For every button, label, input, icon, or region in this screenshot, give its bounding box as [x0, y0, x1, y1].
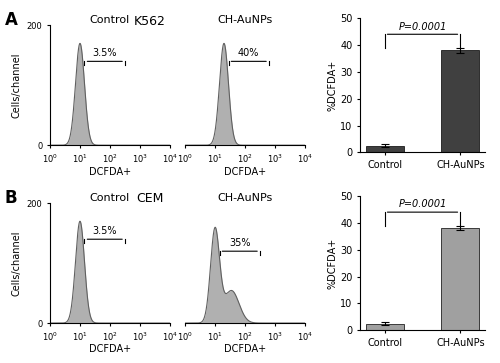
Y-axis label: Cells/channel: Cells/channel: [11, 53, 21, 118]
Bar: [366, 146, 404, 152]
Text: B: B: [5, 189, 18, 207]
Text: K562: K562: [134, 15, 166, 28]
Y-axis label: Cells/channel: Cells/channel: [11, 231, 21, 296]
Y-axis label: %DCFDA+: %DCFDA+: [327, 237, 337, 289]
X-axis label: DCFDA+: DCFDA+: [224, 344, 266, 355]
Title: Control: Control: [90, 192, 130, 203]
Y-axis label: %DCFDA+: %DCFDA+: [327, 60, 337, 111]
X-axis label: DCFDA+: DCFDA+: [89, 344, 131, 355]
Text: A: A: [5, 11, 18, 29]
Bar: [366, 324, 404, 330]
Text: 35%: 35%: [229, 238, 250, 248]
Text: 3.5%: 3.5%: [92, 226, 117, 236]
X-axis label: DCFDA+: DCFDA+: [224, 167, 266, 177]
Text: 40%: 40%: [238, 48, 260, 58]
Title: Control: Control: [90, 15, 130, 25]
Text: 3.5%: 3.5%: [92, 48, 117, 58]
Text: P=0.0001: P=0.0001: [398, 21, 446, 32]
Title: CH-AuNPs: CH-AuNPs: [218, 15, 272, 25]
Bar: [442, 50, 480, 152]
Text: CEM: CEM: [136, 192, 164, 205]
X-axis label: DCFDA+: DCFDA+: [89, 167, 131, 177]
Bar: [442, 228, 480, 330]
Title: CH-AuNPs: CH-AuNPs: [218, 192, 272, 203]
Text: P=0.0001: P=0.0001: [398, 199, 446, 209]
